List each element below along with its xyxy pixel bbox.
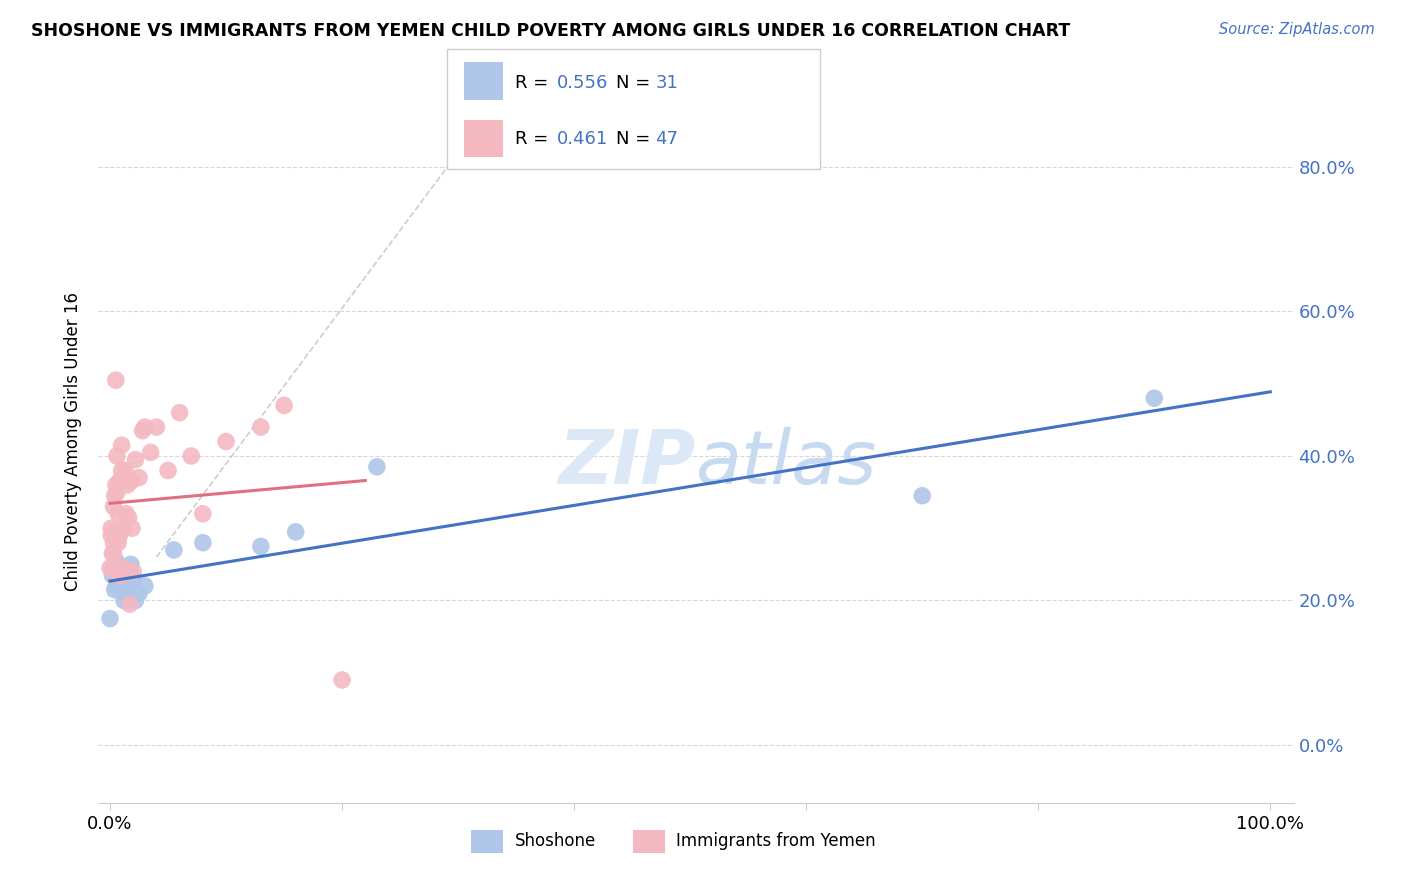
Point xyxy=(110,524,132,539)
Text: 31: 31 xyxy=(655,74,678,92)
Point xyxy=(191,535,214,549)
Text: ZIP: ZIP xyxy=(558,426,696,500)
Point xyxy=(157,463,180,477)
Text: Source: ZipAtlas.com: Source: ZipAtlas.com xyxy=(1219,22,1375,37)
Point xyxy=(111,582,134,597)
Point xyxy=(111,463,134,477)
Point xyxy=(101,547,124,561)
Point xyxy=(104,373,127,387)
Point xyxy=(117,593,139,607)
Point xyxy=(145,420,167,434)
Point xyxy=(111,575,134,590)
Point xyxy=(250,539,273,553)
Point xyxy=(104,489,127,503)
Point xyxy=(104,554,127,568)
Point xyxy=(124,593,146,607)
Point xyxy=(112,521,135,535)
Point xyxy=(169,406,191,420)
Point xyxy=(111,561,134,575)
Point xyxy=(273,398,295,412)
Point xyxy=(108,475,131,489)
Point xyxy=(105,579,128,593)
Point xyxy=(107,535,129,549)
Point xyxy=(120,475,142,489)
Point xyxy=(103,500,125,514)
Point xyxy=(134,420,156,434)
Point xyxy=(98,561,121,575)
Point xyxy=(100,521,122,535)
Point xyxy=(118,597,141,611)
Point xyxy=(117,575,139,590)
Point xyxy=(121,521,143,535)
Point xyxy=(104,478,127,492)
Text: N =: N = xyxy=(616,130,655,148)
Text: 0.556: 0.556 xyxy=(557,74,609,92)
Text: R =: R = xyxy=(515,74,554,92)
Point xyxy=(250,420,273,434)
Point xyxy=(105,572,128,586)
Text: SHOSHONE VS IMMIGRANTS FROM YEMEN CHILD POVERTY AMONG GIRLS UNDER 16 CORRELATION: SHOSHONE VS IMMIGRANTS FROM YEMEN CHILD … xyxy=(31,22,1070,40)
Point xyxy=(122,572,145,586)
Point xyxy=(191,507,214,521)
Point xyxy=(114,463,136,477)
Point xyxy=(110,565,132,579)
Point xyxy=(107,507,129,521)
Point xyxy=(139,445,162,459)
Point xyxy=(1143,391,1166,405)
Text: R =: R = xyxy=(515,130,554,148)
Point xyxy=(330,673,353,687)
Text: N =: N = xyxy=(616,74,655,92)
Text: 47: 47 xyxy=(655,130,678,148)
Point xyxy=(105,485,128,500)
Point xyxy=(107,561,129,575)
Point xyxy=(180,449,202,463)
Point xyxy=(128,586,150,600)
Point xyxy=(911,489,934,503)
Point xyxy=(215,434,238,449)
Point xyxy=(110,568,132,582)
Point xyxy=(103,547,125,561)
Point xyxy=(104,524,127,539)
Point xyxy=(163,542,186,557)
Point xyxy=(115,507,138,521)
Point xyxy=(131,424,153,438)
Point xyxy=(104,565,127,579)
Point xyxy=(122,565,145,579)
Point xyxy=(108,528,131,542)
Point xyxy=(117,478,139,492)
Text: 0.461: 0.461 xyxy=(557,130,607,148)
Point xyxy=(103,561,125,575)
Point xyxy=(108,572,131,586)
Point xyxy=(111,568,134,582)
Point xyxy=(104,582,127,597)
Point xyxy=(103,535,125,549)
Y-axis label: Child Poverty Among Girls Under 16: Child Poverty Among Girls Under 16 xyxy=(65,292,83,591)
Text: atlas: atlas xyxy=(696,427,877,500)
Point xyxy=(284,524,307,539)
Point xyxy=(111,438,134,452)
Point xyxy=(100,528,122,542)
Point xyxy=(104,565,127,579)
Point xyxy=(101,568,124,582)
Point xyxy=(134,579,156,593)
Point xyxy=(366,459,388,474)
Point xyxy=(124,452,146,467)
Point xyxy=(105,449,128,463)
Point xyxy=(112,593,135,607)
Point xyxy=(120,558,142,572)
Point xyxy=(128,471,150,485)
Point xyxy=(117,510,139,524)
Text: Immigrants from Yemen: Immigrants from Yemen xyxy=(676,832,876,850)
Point xyxy=(98,611,121,625)
Point xyxy=(111,471,134,485)
Point xyxy=(114,586,136,600)
Point xyxy=(117,582,139,597)
Text: Shoshone: Shoshone xyxy=(515,832,596,850)
